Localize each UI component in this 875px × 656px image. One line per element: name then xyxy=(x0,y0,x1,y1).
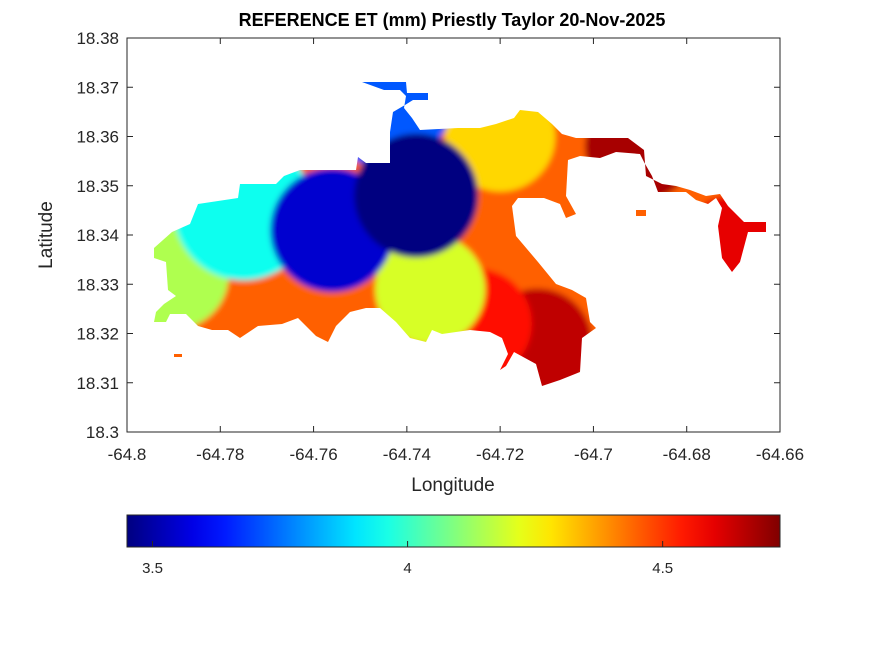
y-tick-label: 18.38 xyxy=(76,29,119,48)
y-axis: 18.3 18.31 18.32 18.33 18.34 18.35 18.36 18.37 1… xyxy=(76,29,780,442)
x-axis: -64.8 -64.78 -64.76 -64.74 -64.72 -64.7 -64.68… xyxy=(108,38,804,464)
colorbar-tick-label: 4 xyxy=(403,560,411,577)
x-tick-label: -64.66 xyxy=(756,445,804,464)
colorbar-ticks: 3.5 4 4.5 xyxy=(142,541,673,577)
x-tick-label: -64.68 xyxy=(663,445,711,464)
x-tick-label: -64.76 xyxy=(289,445,337,464)
colorbar-tick-label: 3.5 xyxy=(142,560,163,577)
x-tick-label: -64.7 xyxy=(574,445,613,464)
y-tick-label: 18.35 xyxy=(76,177,119,196)
y-tick-label: 18.31 xyxy=(76,374,119,393)
x-tick-label: -64.72 xyxy=(476,445,524,464)
x-tick-label: -64.8 xyxy=(108,445,147,464)
chart-title: REFERENCE ET (mm) Priestly Taylor 20-Nov… xyxy=(239,10,666,30)
y-tick-label: 18.33 xyxy=(76,275,119,294)
colorbar-tick-label: 4.5 xyxy=(652,560,673,577)
field-sample xyxy=(375,234,486,345)
x-tick-label: -64.74 xyxy=(383,445,431,464)
y-tick-label: 18.34 xyxy=(76,226,119,245)
y-tick-label: 18.32 xyxy=(76,325,119,344)
field-sample xyxy=(354,133,479,258)
y-axis-label: Latitude xyxy=(36,201,57,269)
x-axis-label: Longitude xyxy=(411,475,494,496)
colorbar xyxy=(126,514,781,548)
x-tick-label: -64.78 xyxy=(196,445,244,464)
y-tick-label: 18.36 xyxy=(76,128,119,147)
y-tick-label: 18.3 xyxy=(86,423,119,442)
y-tick-label: 18.37 xyxy=(76,78,119,97)
